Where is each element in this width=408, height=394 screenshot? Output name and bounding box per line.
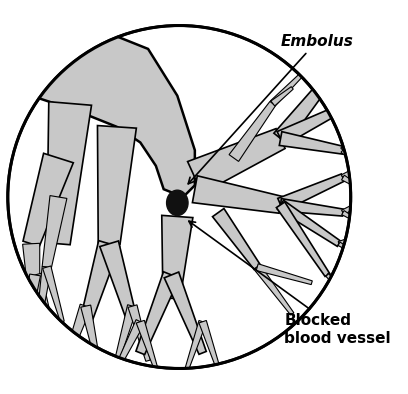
- Polygon shape: [37, 266, 51, 322]
- Polygon shape: [277, 108, 337, 145]
- Polygon shape: [98, 126, 136, 245]
- Text: Blocked
blood vessel: Blocked blood vessel: [189, 221, 391, 346]
- Polygon shape: [128, 305, 150, 361]
- Polygon shape: [115, 320, 144, 370]
- Polygon shape: [100, 241, 137, 323]
- Polygon shape: [185, 320, 206, 369]
- Polygon shape: [280, 199, 344, 216]
- Polygon shape: [341, 134, 359, 152]
- Polygon shape: [199, 320, 220, 369]
- Polygon shape: [277, 200, 341, 246]
- Polygon shape: [279, 132, 344, 154]
- Ellipse shape: [166, 190, 188, 216]
- Polygon shape: [188, 128, 285, 193]
- Polygon shape: [254, 265, 294, 315]
- Polygon shape: [42, 195, 67, 268]
- Polygon shape: [31, 33, 195, 197]
- Polygon shape: [333, 87, 356, 113]
- Text: Embolus: Embolus: [188, 33, 353, 184]
- Polygon shape: [229, 101, 276, 162]
- Polygon shape: [326, 274, 344, 295]
- Polygon shape: [271, 87, 293, 106]
- Polygon shape: [326, 76, 344, 89]
- Polygon shape: [342, 210, 363, 225]
- Polygon shape: [136, 272, 180, 355]
- Polygon shape: [80, 241, 120, 323]
- Polygon shape: [64, 304, 91, 362]
- Polygon shape: [256, 264, 312, 284]
- Polygon shape: [271, 71, 305, 106]
- Polygon shape: [338, 235, 359, 246]
- Polygon shape: [324, 55, 353, 83]
- Polygon shape: [47, 102, 91, 245]
- Polygon shape: [162, 216, 193, 299]
- Polygon shape: [278, 174, 344, 211]
- Polygon shape: [341, 148, 359, 167]
- Circle shape: [8, 26, 351, 368]
- Polygon shape: [21, 274, 40, 346]
- Polygon shape: [274, 77, 331, 144]
- Polygon shape: [43, 266, 64, 322]
- Polygon shape: [81, 305, 100, 361]
- Polygon shape: [23, 153, 73, 246]
- Polygon shape: [333, 109, 356, 128]
- Polygon shape: [136, 320, 158, 369]
- Polygon shape: [341, 164, 363, 180]
- Polygon shape: [164, 272, 206, 354]
- Polygon shape: [327, 273, 347, 284]
- Polygon shape: [115, 305, 137, 361]
- Polygon shape: [341, 175, 363, 190]
- Polygon shape: [22, 243, 40, 314]
- Polygon shape: [193, 176, 282, 213]
- Polygon shape: [341, 200, 363, 215]
- Polygon shape: [29, 273, 58, 346]
- Polygon shape: [276, 202, 330, 277]
- Polygon shape: [213, 208, 260, 269]
- Circle shape: [8, 26, 351, 368]
- Polygon shape: [338, 242, 359, 256]
